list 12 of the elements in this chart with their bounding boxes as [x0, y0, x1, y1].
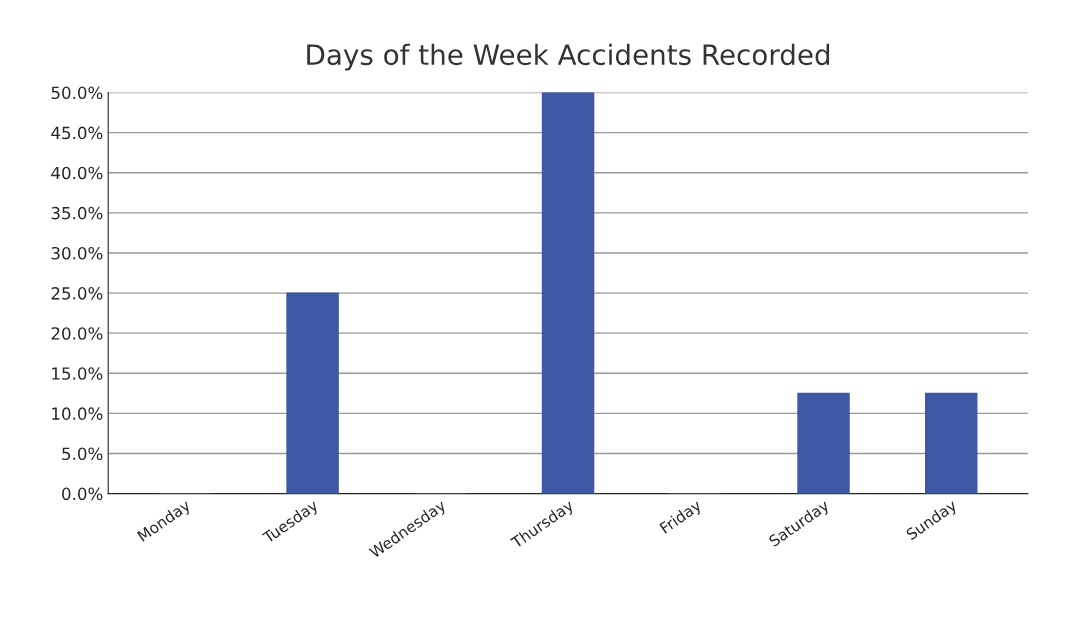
y-tick-label: 15.0%: [52, 367, 103, 380]
y-tick-label: 0.0%: [62, 487, 103, 501]
y-tick-label: 35.0%: [51, 206, 103, 220]
y-tick-label: 40.0%: [51, 166, 103, 180]
y-tick-label: 50.0%: [51, 86, 103, 100]
chart-title: Days of the Week Accidents Recorded: [307, 43, 830, 71]
y-tick-label: 20.0%: [51, 327, 103, 340]
y-tick-label: 5.0%: [62, 447, 103, 461]
y-tick-label: 30.0%: [51, 246, 103, 260]
y-tick-label: 45.0%: [51, 126, 103, 140]
y-tick-label: 25.0%: [51, 287, 103, 300]
y-tick-label: 10.0%: [52, 407, 103, 420]
